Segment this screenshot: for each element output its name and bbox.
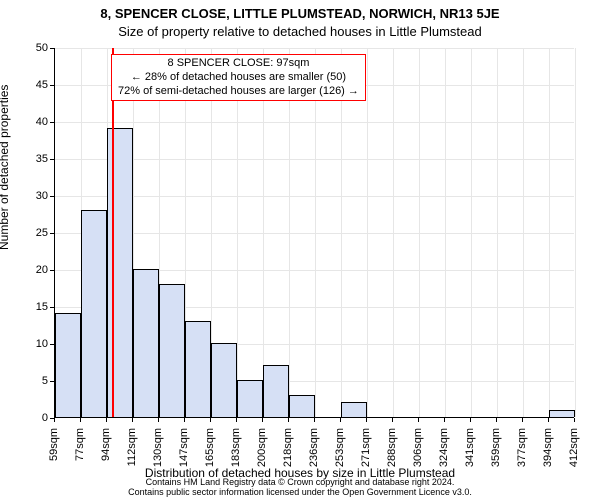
y-tick-mark: [50, 48, 54, 49]
x-tick-mark: [340, 418, 341, 422]
x-tick-mark: [288, 418, 289, 422]
x-tick-mark: [418, 418, 419, 422]
y-tick-mark: [50, 233, 54, 234]
gridline-v: [419, 48, 420, 417]
y-tick-label: 45: [8, 79, 48, 91]
title-subtitle: Size of property relative to detached ho…: [0, 24, 600, 39]
footer-line-2: Contains public sector information licen…: [0, 488, 600, 498]
y-tick-label: 35: [8, 153, 48, 165]
footer-attribution: Contains HM Land Registry data © Crown c…: [0, 478, 600, 498]
y-tick-label: 20: [8, 264, 48, 276]
histogram-bar: [55, 313, 81, 417]
histogram-bar: [237, 380, 263, 417]
gridline-v: [289, 48, 290, 417]
gridline-v: [367, 48, 368, 417]
histogram-bar: [81, 210, 107, 417]
y-tick-mark: [50, 270, 54, 271]
x-tick-mark: [158, 418, 159, 422]
annotation-line-2: ← 28% of detached houses are smaller (50…: [118, 71, 359, 85]
histogram-bar: [133, 269, 159, 417]
y-tick-label: 5: [8, 375, 48, 387]
histogram-bar: [159, 284, 185, 417]
y-tick-label: 10: [8, 338, 48, 350]
y-tick-mark: [50, 344, 54, 345]
y-tick-label: 15: [8, 301, 48, 313]
x-tick-mark: [444, 418, 445, 422]
y-tick-mark: [50, 196, 54, 197]
x-tick-mark: [132, 418, 133, 422]
x-tick-mark: [184, 418, 185, 422]
gridline-v: [471, 48, 472, 417]
x-tick-mark: [262, 418, 263, 422]
histogram-plot: 8 SPENCER CLOSE: 97sqm← 28% of detached …: [54, 48, 574, 418]
x-tick-mark: [522, 418, 523, 422]
gridline-v: [549, 48, 550, 417]
y-tick-mark: [50, 85, 54, 86]
subject-marker-line: [112, 48, 114, 417]
y-tick-mark: [50, 381, 54, 382]
x-tick-mark: [314, 418, 315, 422]
gridline-v: [315, 48, 316, 417]
x-tick-mark: [80, 418, 81, 422]
x-tick-mark: [236, 418, 237, 422]
x-tick-mark: [496, 418, 497, 422]
gridline-v: [237, 48, 238, 417]
y-tick-label: 40: [8, 116, 48, 128]
annotation-line-1: 8 SPENCER CLOSE: 97sqm: [118, 57, 359, 71]
y-axis-label: Number of detached properties: [0, 85, 11, 250]
title-address: 8, SPENCER CLOSE, LITTLE PLUMSTEAD, NORW…: [0, 6, 600, 21]
gridline-v: [393, 48, 394, 417]
x-tick-mark: [366, 418, 367, 422]
y-tick-mark: [50, 122, 54, 123]
y-tick-label: 25: [8, 227, 48, 239]
gridline-v: [523, 48, 524, 417]
annotation-box: 8 SPENCER CLOSE: 97sqm← 28% of detached …: [111, 54, 366, 101]
histogram-bar: [341, 402, 367, 417]
histogram-bar: [289, 395, 315, 417]
x-tick-mark: [106, 418, 107, 422]
x-tick-mark: [392, 418, 393, 422]
histogram-bar: [263, 365, 289, 417]
y-tick-label: 50: [8, 42, 48, 54]
annotation-line-3: 72% of semi-detached houses are larger (…: [118, 85, 359, 99]
histogram-bar: [185, 321, 211, 417]
y-tick-label: 0: [8, 412, 48, 424]
gridline-v: [341, 48, 342, 417]
x-tick-mark: [548, 418, 549, 422]
histogram-bar: [549, 410, 575, 417]
x-tick-mark: [470, 418, 471, 422]
y-tick-mark: [50, 307, 54, 308]
y-tick-label: 30: [8, 190, 48, 202]
gridline-v: [575, 48, 576, 417]
histogram-bar: [211, 343, 237, 417]
x-tick-mark: [574, 418, 575, 422]
gridline-v: [263, 48, 264, 417]
x-tick-mark: [54, 418, 55, 422]
gridline-v: [497, 48, 498, 417]
gridline-v: [445, 48, 446, 417]
x-tick-mark: [210, 418, 211, 422]
y-tick-mark: [50, 159, 54, 160]
